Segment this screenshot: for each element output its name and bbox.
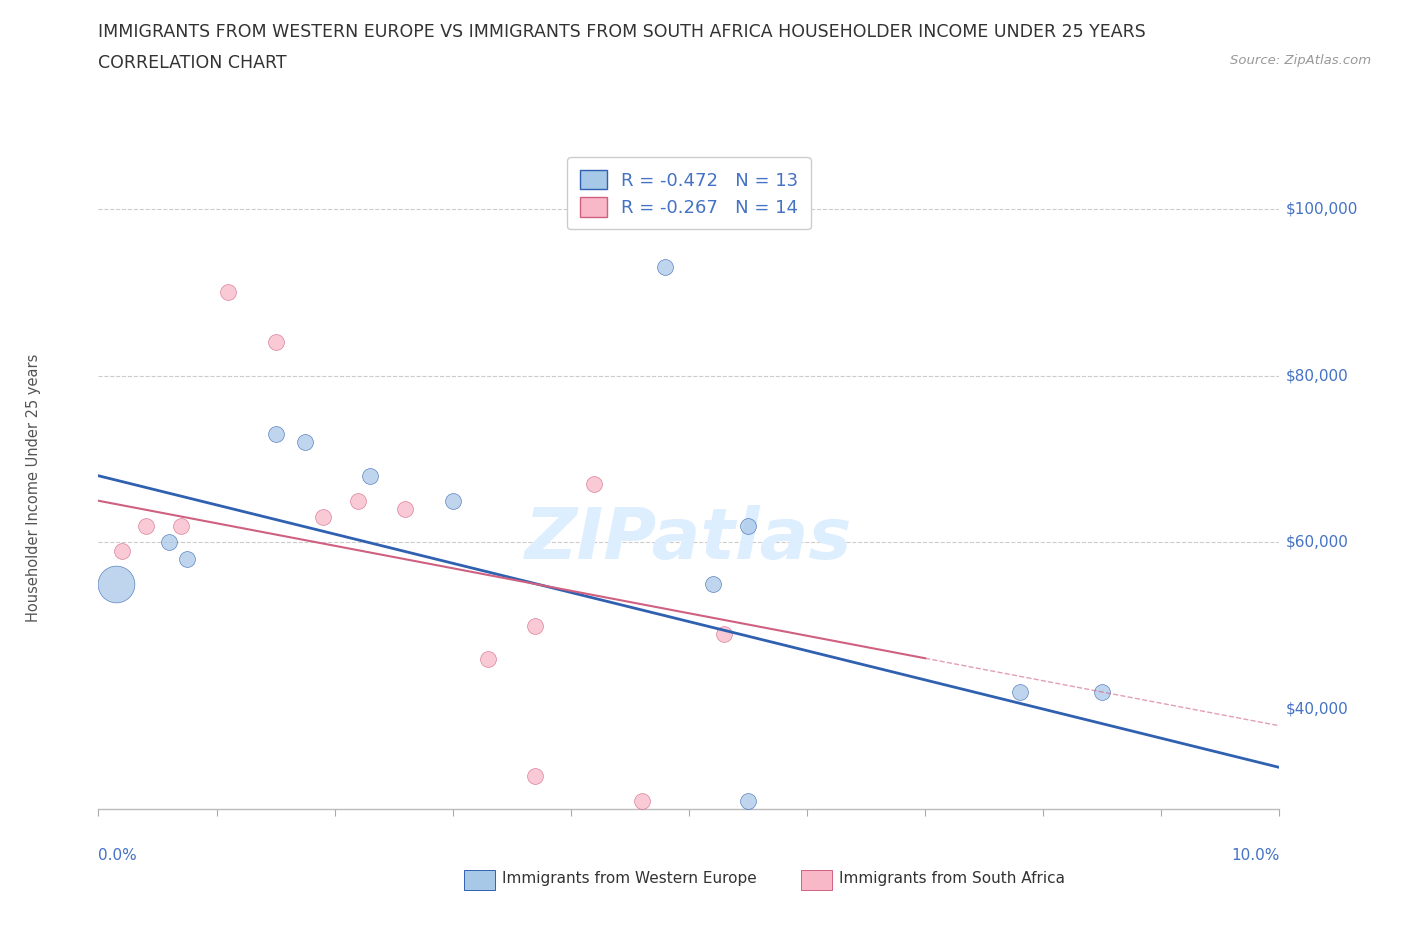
Text: ZIPatlas: ZIPatlas	[526, 505, 852, 574]
Point	[135, 518, 157, 533]
Point	[737, 793, 759, 808]
Point	[441, 493, 464, 508]
Point	[1008, 685, 1031, 700]
Point	[713, 627, 735, 642]
Point	[157, 535, 180, 550]
Text: $80,000: $80,000	[1285, 368, 1348, 383]
Text: $100,000: $100,000	[1285, 202, 1358, 217]
Point	[737, 518, 759, 533]
Text: 0.0%: 0.0%	[98, 847, 138, 863]
Point	[359, 469, 381, 484]
Point	[524, 618, 547, 633]
Point	[111, 543, 134, 558]
Point	[524, 768, 547, 783]
Text: CORRELATION CHART: CORRELATION CHART	[98, 54, 287, 72]
Text: $60,000: $60,000	[1285, 535, 1348, 550]
Text: 10.0%: 10.0%	[1232, 847, 1279, 863]
Point	[170, 518, 193, 533]
Point	[702, 577, 724, 591]
Point	[312, 510, 335, 525]
Point	[654, 260, 676, 275]
Legend: R = -0.472   N = 13, R = -0.267   N = 14: R = -0.472 N = 13, R = -0.267 N = 14	[567, 157, 811, 230]
Point	[264, 427, 287, 442]
Text: Immigrants from Western Europe: Immigrants from Western Europe	[502, 871, 756, 886]
Point	[1091, 685, 1114, 700]
Point	[347, 493, 370, 508]
Point	[630, 793, 652, 808]
Point	[264, 335, 287, 350]
Point	[477, 652, 499, 667]
Point	[176, 551, 198, 566]
Point	[583, 477, 606, 492]
Text: Immigrants from South Africa: Immigrants from South Africa	[839, 871, 1066, 886]
Text: Householder Income Under 25 years: Householder Income Under 25 years	[25, 354, 41, 622]
Point	[217, 285, 239, 299]
Text: IMMIGRANTS FROM WESTERN EUROPE VS IMMIGRANTS FROM SOUTH AFRICA HOUSEHOLDER INCOM: IMMIGRANTS FROM WESTERN EUROPE VS IMMIGR…	[98, 23, 1146, 41]
Text: Source: ZipAtlas.com: Source: ZipAtlas.com	[1230, 54, 1371, 67]
Point	[394, 501, 416, 516]
Text: $40,000: $40,000	[1285, 701, 1348, 717]
Point	[105, 577, 128, 591]
Point	[294, 435, 316, 450]
